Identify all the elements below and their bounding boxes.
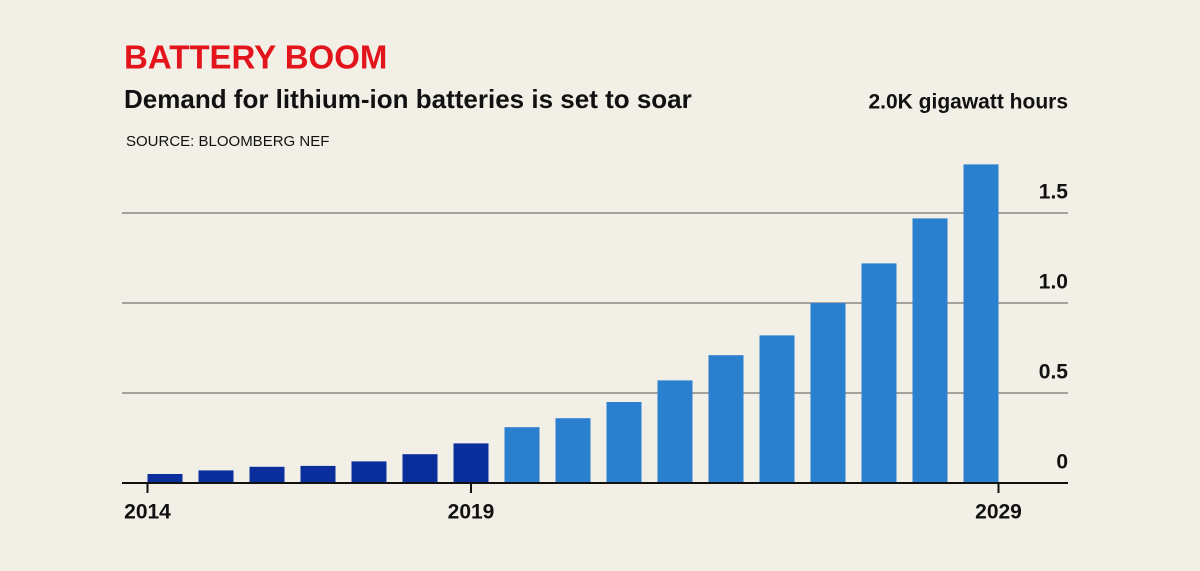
y-tick-label: 1.5 <box>1039 181 1069 204</box>
bar <box>555 418 591 483</box>
x-tick-label: 2014 <box>124 501 171 524</box>
x-tick-label: 2019 <box>448 501 495 524</box>
bar <box>657 380 693 483</box>
x-tick-label: 2029 <box>975 501 1022 524</box>
bar <box>249 466 285 483</box>
bar <box>402 454 438 483</box>
bar <box>606 402 642 483</box>
y-tick-label: 1.0 <box>1039 271 1068 294</box>
bar <box>963 164 999 483</box>
chart-title: BATTERY BOOM <box>124 39 387 76</box>
bar <box>198 470 234 483</box>
y-tick-label: 0.5 <box>1039 361 1069 384</box>
bar <box>759 335 795 483</box>
bar <box>861 263 897 483</box>
bar <box>300 465 336 483</box>
source-note: SOURCE: BLOOMBERG NEF <box>126 133 329 150</box>
chart-subtitle: Demand for lithium-ion batteries is set … <box>124 84 692 114</box>
bar <box>810 303 846 483</box>
y-tick-label: 2.0K gigawatt hours <box>868 91 1068 114</box>
bar <box>147 474 183 483</box>
bar <box>708 355 744 483</box>
bar <box>912 218 948 483</box>
bar <box>504 427 540 483</box>
y-tick-label: 0 <box>1056 451 1068 474</box>
bar <box>453 443 489 483</box>
bar <box>351 461 387 483</box>
